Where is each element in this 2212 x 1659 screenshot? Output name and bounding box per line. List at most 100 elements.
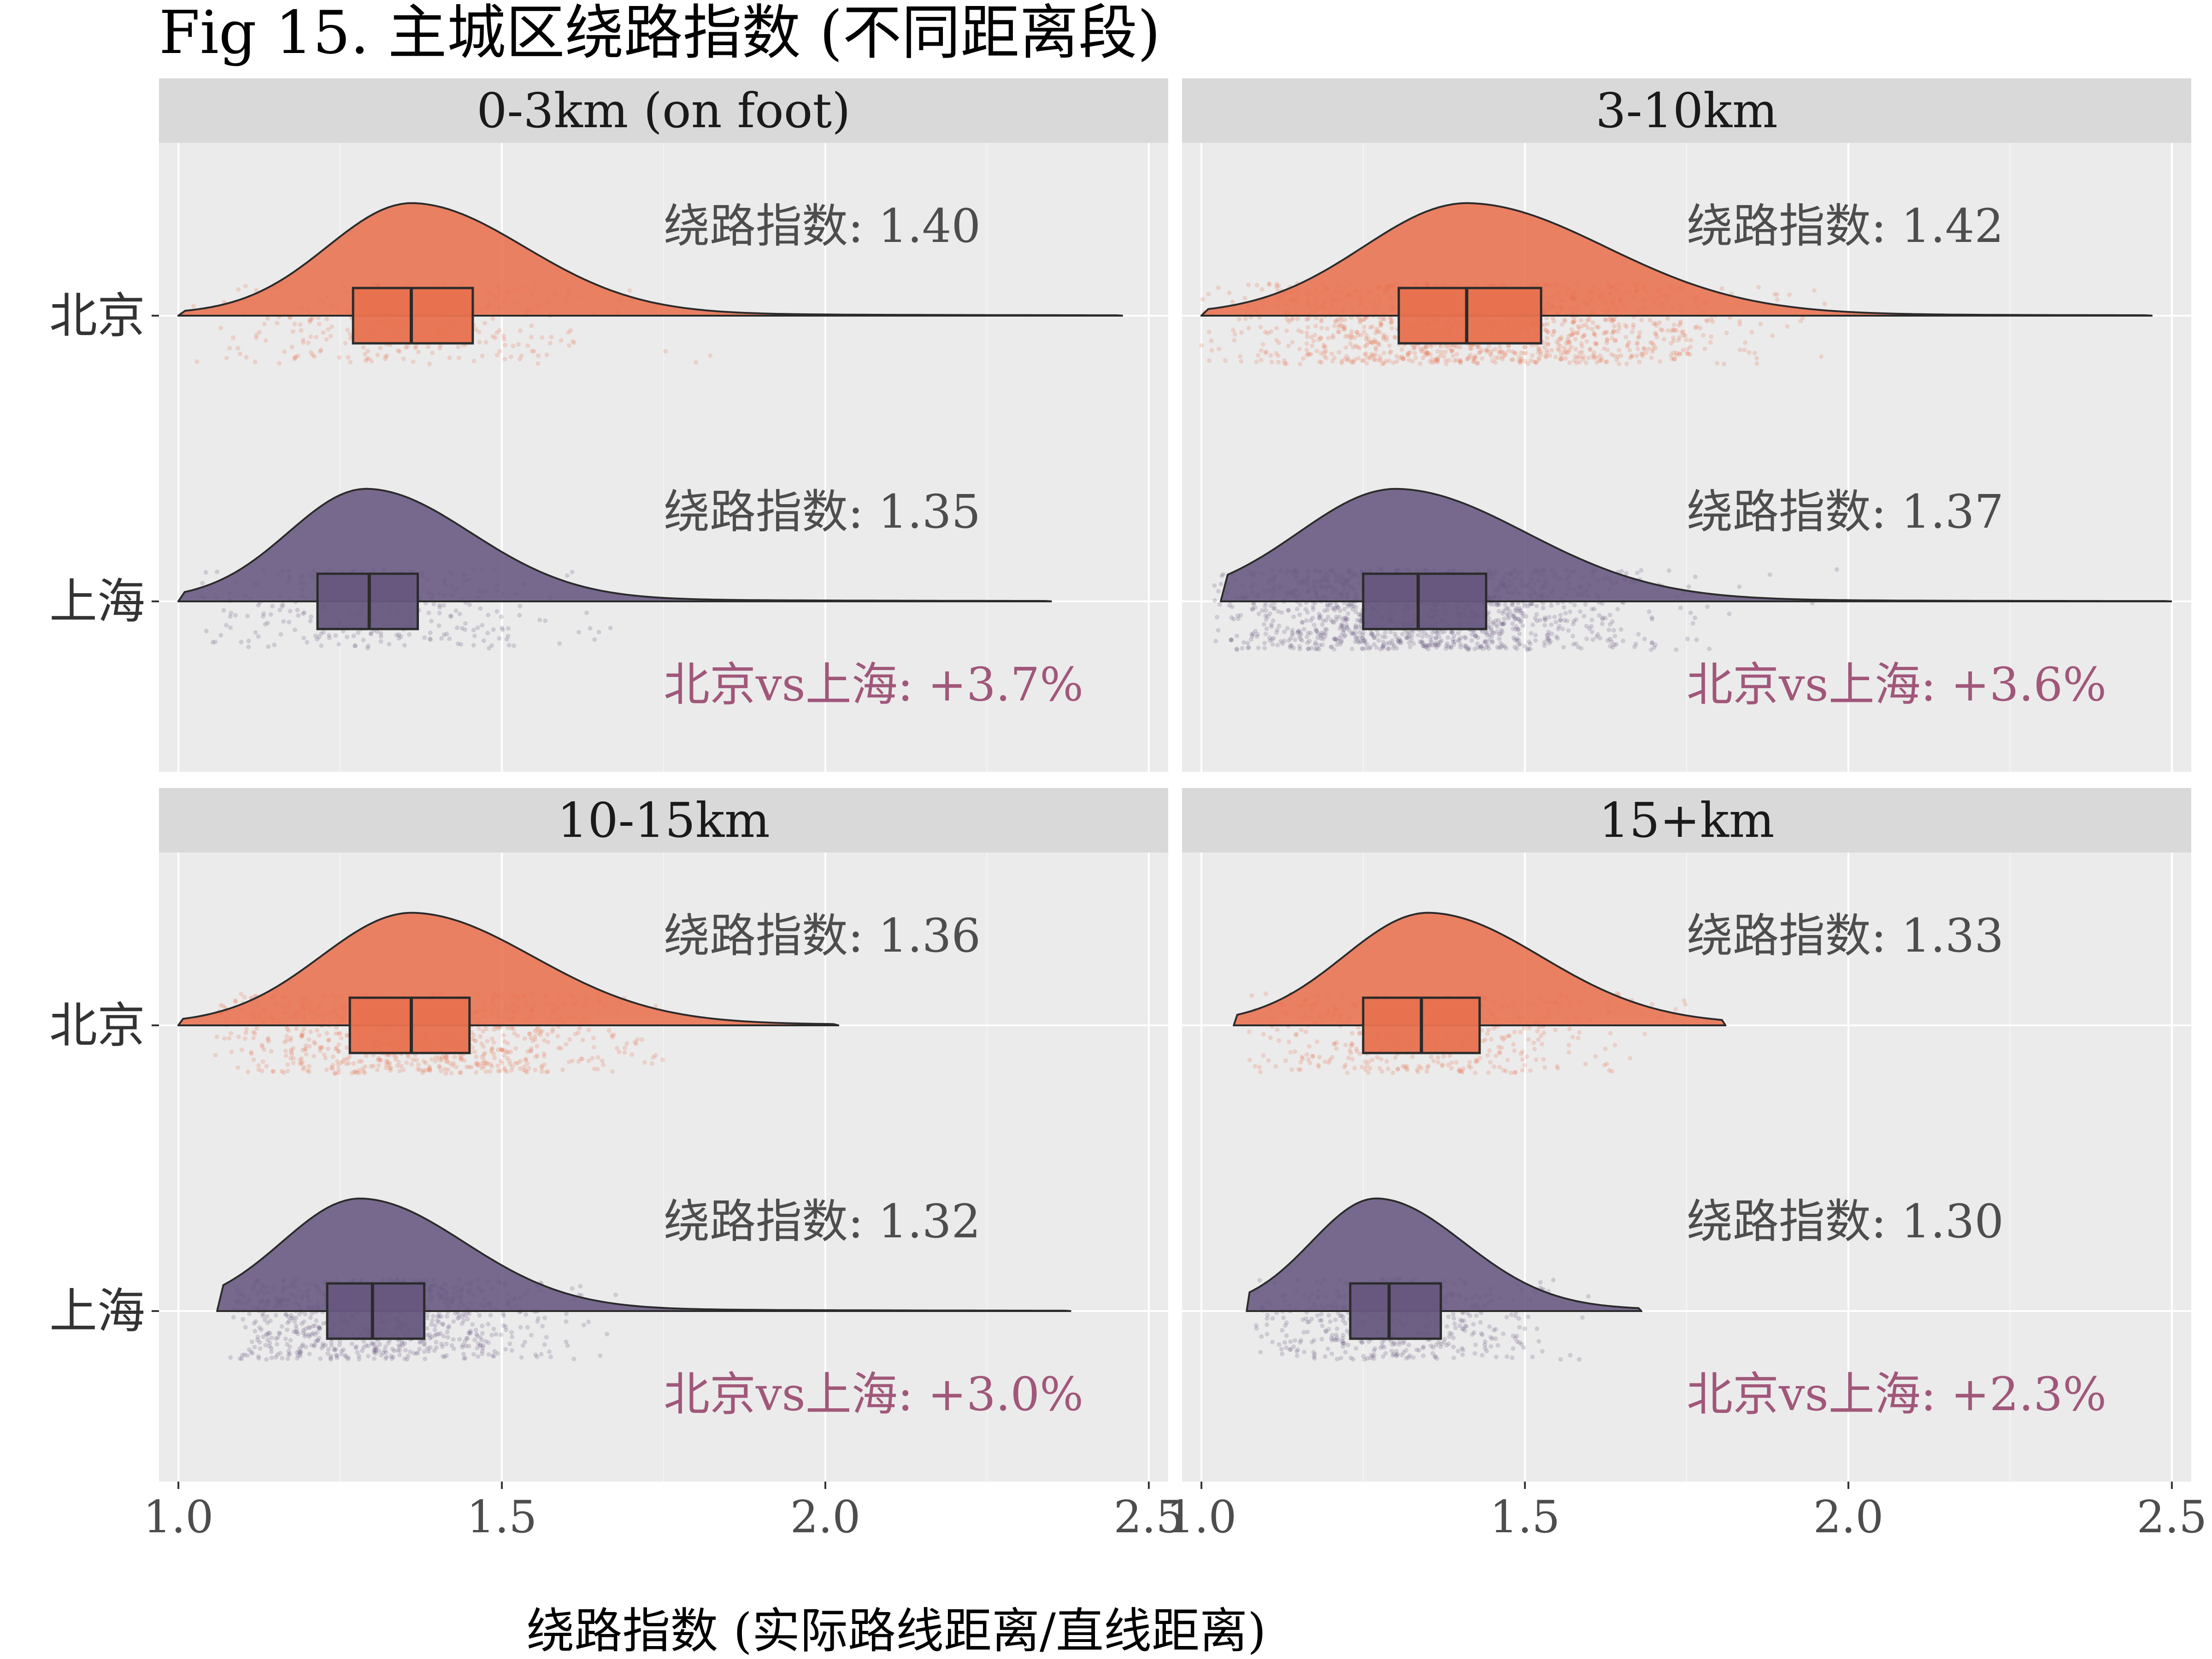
data-point: [1304, 317, 1309, 322]
data-point: [1297, 347, 1302, 352]
data-point: [524, 1070, 529, 1075]
data-point: [1549, 622, 1554, 627]
data-point: [651, 1055, 656, 1060]
data-point: [307, 1352, 312, 1357]
data-point: [1264, 349, 1269, 354]
data-point: [1800, 316, 1805, 321]
data-point: [241, 1317, 246, 1322]
data-point: [1617, 347, 1622, 353]
data-point: [433, 1323, 438, 1328]
data-point: [1568, 609, 1573, 614]
data-point: [1339, 633, 1344, 638]
data-point: [265, 316, 270, 321]
data-point: [383, 354, 388, 359]
data-point: [1585, 318, 1590, 323]
data-point: [262, 1047, 266, 1052]
data-point: [1216, 285, 1221, 290]
data-point: [1206, 292, 1211, 297]
data-point: [1533, 616, 1538, 621]
data-point: [1525, 647, 1530, 652]
data-point: [387, 1066, 392, 1071]
data-point: [1306, 352, 1312, 357]
data-point: [495, 1047, 500, 1052]
data-point: [280, 604, 285, 609]
data-point: [1571, 330, 1577, 335]
data-point: [1670, 356, 1675, 361]
data-point: [276, 1330, 282, 1335]
data-point: [1566, 350, 1571, 355]
data-point: [1443, 343, 1448, 348]
data-point: [1300, 620, 1305, 625]
data-point: [1304, 330, 1309, 335]
data-point: [1565, 618, 1570, 624]
data-point: [571, 340, 577, 345]
data-point: [1405, 352, 1410, 357]
data-point: [1513, 351, 1518, 356]
data-point: [694, 360, 699, 365]
data-point: [336, 1049, 341, 1054]
data-point: [1313, 640, 1318, 645]
data-point: [318, 347, 324, 353]
data-point: [1435, 359, 1440, 365]
data-point: [1342, 327, 1347, 332]
data-point: [1710, 319, 1715, 324]
data-point: [1654, 335, 1659, 340]
data-point: [1566, 334, 1571, 339]
data-point: [326, 1046, 330, 1051]
data-point: [427, 361, 432, 366]
data-point: [1429, 344, 1434, 349]
data-point: [298, 322, 303, 327]
data-point: [1543, 328, 1548, 333]
data-point: [1458, 360, 1463, 365]
data-point: [1200, 297, 1205, 302]
data-point: [1617, 362, 1622, 366]
data-point: [1590, 353, 1595, 358]
data-point: [1758, 321, 1763, 326]
data-point: [224, 623, 229, 628]
data-point: [1393, 335, 1398, 340]
data-point: [1443, 349, 1448, 354]
box: [1362, 572, 1488, 630]
data-point: [1380, 361, 1385, 366]
data-point: [1320, 622, 1325, 627]
data-point: [1606, 627, 1612, 632]
data-point: [495, 1063, 500, 1068]
data-point: [256, 603, 261, 608]
data-point: [249, 1339, 254, 1344]
data-point: [478, 1034, 483, 1039]
data-point: [1607, 317, 1612, 322]
data-point: [345, 1057, 350, 1062]
data-point: [622, 1050, 627, 1055]
data-point: [1364, 342, 1369, 347]
data-point: [1737, 347, 1742, 352]
data-point: [404, 1060, 409, 1065]
data-point: [444, 1314, 449, 1319]
data-point: [1297, 612, 1302, 618]
data-point: [1388, 320, 1394, 325]
data-point: [1382, 335, 1387, 340]
data-point: [1512, 350, 1517, 355]
data-point: [1349, 332, 1354, 337]
data-point: [321, 629, 326, 635]
data-point: [212, 640, 218, 644]
data-point: [269, 1355, 274, 1360]
data-point: [313, 633, 318, 638]
data-point: [1574, 617, 1578, 622]
data-point: [447, 1061, 453, 1065]
data-point: [1496, 609, 1501, 614]
data-point: [499, 1332, 503, 1337]
data-point: [1647, 609, 1652, 614]
data-point: [1496, 355, 1501, 360]
data-point: [301, 1319, 306, 1324]
data-point: [497, 328, 502, 333]
data-point: [1676, 338, 1681, 343]
data-point: [1365, 355, 1370, 360]
data-point: [1563, 356, 1568, 361]
data-point: [1694, 637, 1699, 642]
data-point: [502, 1039, 507, 1044]
data-point: [1288, 645, 1293, 650]
data-point: [1579, 341, 1584, 346]
data-point: [280, 602, 285, 607]
data-point: [1355, 638, 1360, 643]
data-point: [1290, 340, 1295, 345]
